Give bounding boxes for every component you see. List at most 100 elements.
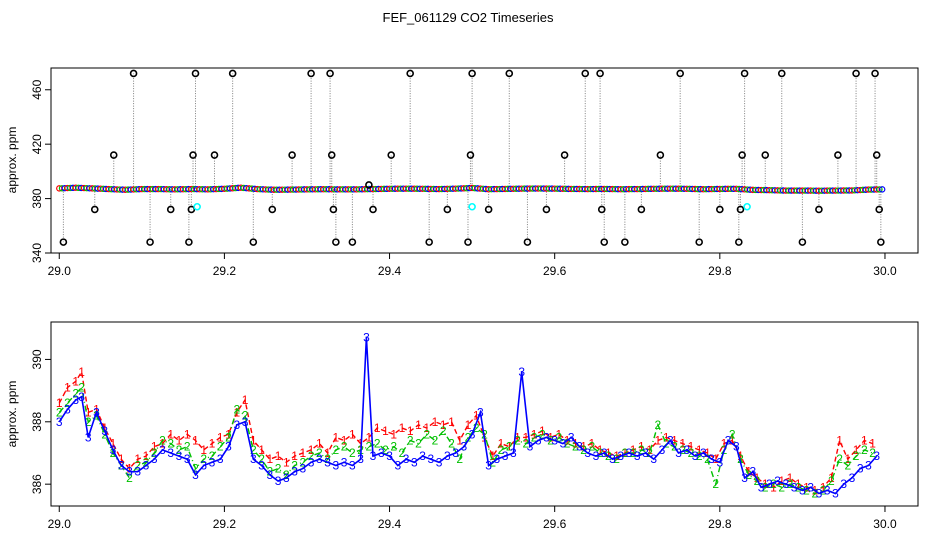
series-label-3: 3 bbox=[560, 437, 567, 451]
outlier-point bbox=[187, 205, 196, 214]
series-label-1: 1 bbox=[110, 437, 117, 451]
series-label-2: 2 bbox=[861, 443, 868, 457]
series-label-2: 2 bbox=[72, 387, 79, 401]
outlier-point bbox=[268, 205, 277, 214]
series-label-2: 2 bbox=[399, 446, 406, 460]
series-label-3: 3 bbox=[725, 434, 732, 448]
series-label-2: 2 bbox=[308, 449, 315, 463]
x-tick-label: 29.0 bbox=[48, 264, 72, 278]
series-label-3: 3 bbox=[349, 458, 356, 472]
series-label-1: 1 bbox=[85, 405, 92, 419]
series-label-1: 1 bbox=[696, 443, 703, 457]
outlier-point bbox=[695, 238, 703, 246]
series-label-2: 2 bbox=[844, 458, 851, 472]
outlier-point bbox=[387, 151, 395, 159]
outlier-point bbox=[597, 205, 606, 214]
x-tick-label: 29.2 bbox=[213, 264, 237, 278]
series-label-3: 3 bbox=[370, 449, 377, 463]
series-label-3: 3 bbox=[357, 452, 364, 466]
series-label-1: 1 bbox=[489, 449, 496, 463]
series-label-3: 3 bbox=[502, 449, 509, 463]
cyan-point bbox=[468, 202, 476, 211]
series-label-2: 2 bbox=[143, 455, 150, 469]
outlier-point bbox=[464, 238, 472, 246]
outlier-point bbox=[852, 69, 860, 78]
series-label-3: 3 bbox=[85, 430, 92, 444]
outlier-point bbox=[716, 205, 724, 214]
series-label-1: 1 bbox=[597, 443, 604, 457]
series-label-3: 3 bbox=[151, 452, 158, 466]
series-label-2: 2 bbox=[795, 480, 802, 494]
series-label-1: 1 bbox=[522, 430, 529, 444]
outlier-point bbox=[210, 151, 219, 159]
series-label-1: 1 bbox=[200, 443, 207, 457]
x-tick-label: 29.6 bbox=[543, 264, 567, 278]
series-label-1: 1 bbox=[770, 480, 777, 494]
series-label-1: 1 bbox=[555, 427, 562, 441]
outlier-point bbox=[777, 69, 786, 78]
series-label-1: 1 bbox=[209, 437, 216, 451]
series-label-1: 1 bbox=[853, 443, 860, 457]
series-label-3: 3 bbox=[518, 365, 525, 379]
series-label-2: 2 bbox=[564, 437, 571, 451]
series-label-2: 2 bbox=[382, 443, 389, 457]
series-label-3: 3 bbox=[568, 430, 575, 444]
x-tick-label: 29.4 bbox=[378, 264, 402, 278]
series-label-3: 3 bbox=[650, 452, 657, 466]
series-label-1: 1 bbox=[655, 434, 662, 448]
series-label-3: 3 bbox=[250, 452, 257, 466]
series-label-3: 3 bbox=[601, 446, 608, 460]
series-label-1: 1 bbox=[423, 421, 430, 435]
series-label-1: 1 bbox=[539, 424, 546, 438]
series-label-2: 2 bbox=[349, 446, 356, 460]
series-label-3: 3 bbox=[750, 465, 757, 479]
y-axis-label-top: approx. ppm bbox=[5, 127, 19, 194]
series-label-3: 3 bbox=[766, 477, 773, 491]
outlier-point bbox=[59, 238, 68, 246]
series-label-2: 2 bbox=[192, 462, 199, 476]
series-label-2: 2 bbox=[56, 405, 63, 419]
series-label-2: 2 bbox=[836, 452, 843, 466]
outlier-point bbox=[735, 238, 743, 246]
series-label-1: 1 bbox=[299, 446, 306, 460]
series-label-2: 2 bbox=[869, 446, 876, 460]
series-label-3: 3 bbox=[485, 458, 492, 472]
baseline-point bbox=[879, 186, 886, 193]
series-label-1: 1 bbox=[349, 427, 356, 441]
series-label-2: 2 bbox=[588, 440, 595, 454]
series-label-1: 1 bbox=[844, 452, 851, 466]
outlier-point bbox=[596, 69, 604, 78]
series-label-2: 2 bbox=[498, 443, 505, 457]
plot-frame-bottom bbox=[50, 321, 919, 507]
series-label-3: 3 bbox=[510, 446, 517, 460]
series-label-1: 1 bbox=[869, 437, 876, 451]
outlier-point bbox=[736, 205, 745, 214]
series-label-3: 3 bbox=[758, 480, 765, 494]
series-label-3: 3 bbox=[675, 446, 682, 460]
series-label-2: 2 bbox=[679, 443, 686, 457]
series-label-1: 1 bbox=[291, 449, 298, 463]
series-label-3: 3 bbox=[774, 474, 781, 488]
series-label-3: 3 bbox=[363, 331, 370, 345]
series-label-2: 2 bbox=[291, 458, 298, 472]
series-label-1: 1 bbox=[712, 452, 719, 466]
series-label-3: 3 bbox=[217, 452, 224, 466]
series-label-1: 1 bbox=[184, 427, 191, 441]
series-label-3: 3 bbox=[543, 430, 550, 444]
series-label-2: 2 bbox=[333, 443, 340, 457]
series-label-3: 3 bbox=[427, 452, 434, 466]
series-label-1: 1 bbox=[432, 415, 439, 429]
series-label-2: 2 bbox=[853, 449, 860, 463]
series-label-2: 2 bbox=[663, 437, 670, 451]
series-label-1: 1 bbox=[787, 471, 794, 485]
series-label-2: 2 bbox=[258, 452, 265, 466]
series-label-3: 3 bbox=[832, 487, 839, 501]
series-label-1: 1 bbox=[473, 409, 480, 423]
series-label-2: 2 bbox=[514, 434, 521, 448]
series-label-1: 1 bbox=[143, 449, 150, 463]
series-label-2: 2 bbox=[101, 427, 108, 441]
series-label-2: 2 bbox=[341, 440, 348, 454]
x-tick-label: 29.4 bbox=[378, 517, 402, 531]
series-label-2: 2 bbox=[762, 480, 769, 494]
